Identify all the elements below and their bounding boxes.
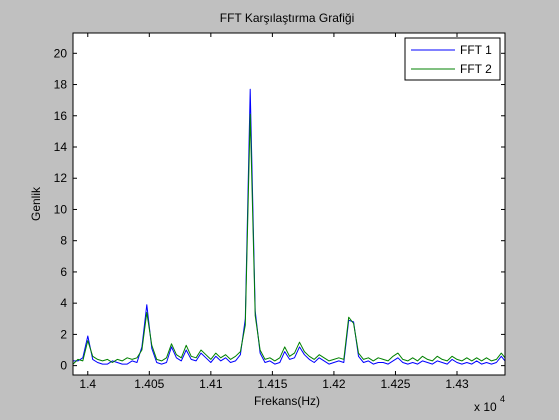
y-tick-label: 4	[60, 296, 67, 310]
x-axis-multiplier-exponent: 4	[500, 394, 505, 404]
x-tick-label: 1.425	[380, 377, 410, 391]
series-layer	[72, 88, 506, 365]
x-axis-label: Frekans(Hz)	[254, 394, 320, 408]
series-line-fft-1[interactable]	[73, 88, 506, 365]
y-tick-label: 10	[54, 202, 68, 216]
series-line-fft-2[interactable]	[72, 113, 506, 365]
chart-title: FFT Karşılaştırma Grafiği	[220, 11, 354, 25]
x-tick-labels: 1.4 1.405 1.41 1.415 1.42 1.425 1.43	[79, 377, 469, 391]
legend[interactable]: FFT 1 FFT 2	[404, 37, 501, 81]
x-tick-label: 1.43	[445, 377, 469, 391]
x-axis-multiplier: x 10	[474, 400, 497, 414]
x-tick-label: 1.42	[322, 377, 346, 391]
y-tick-label: 6	[60, 265, 67, 279]
y-tick-label: 14	[54, 140, 68, 154]
x-tick-label: 1.415	[257, 377, 287, 391]
axis-ticks	[73, 33, 505, 375]
legend-label-fft-2: FFT 2	[460, 62, 492, 76]
legend-label-fft-1: FFT 1	[460, 43, 492, 57]
y-tick-label: 8	[60, 234, 67, 248]
y-tick-label: 12	[54, 171, 68, 185]
y-tick-label: 0	[60, 359, 67, 373]
x-tick-label: 1.405	[134, 377, 164, 391]
y-tick-label: 16	[54, 109, 68, 123]
plot-area[interactable]	[73, 33, 505, 375]
y-axis-label: Genlik	[29, 186, 43, 221]
x-tick-label: 1.41	[199, 377, 223, 391]
y-tick-label: 18	[54, 78, 68, 92]
y-tick-label: 20	[54, 46, 68, 60]
axes-frame	[72, 32, 506, 376]
y-tick-labels: 0 2 4 6 8 10 12 14 16 18 20	[54, 46, 68, 372]
y-tick-label: 2	[60, 327, 67, 341]
x-tick-label: 1.4	[79, 377, 96, 391]
legend-box	[404, 37, 501, 81]
